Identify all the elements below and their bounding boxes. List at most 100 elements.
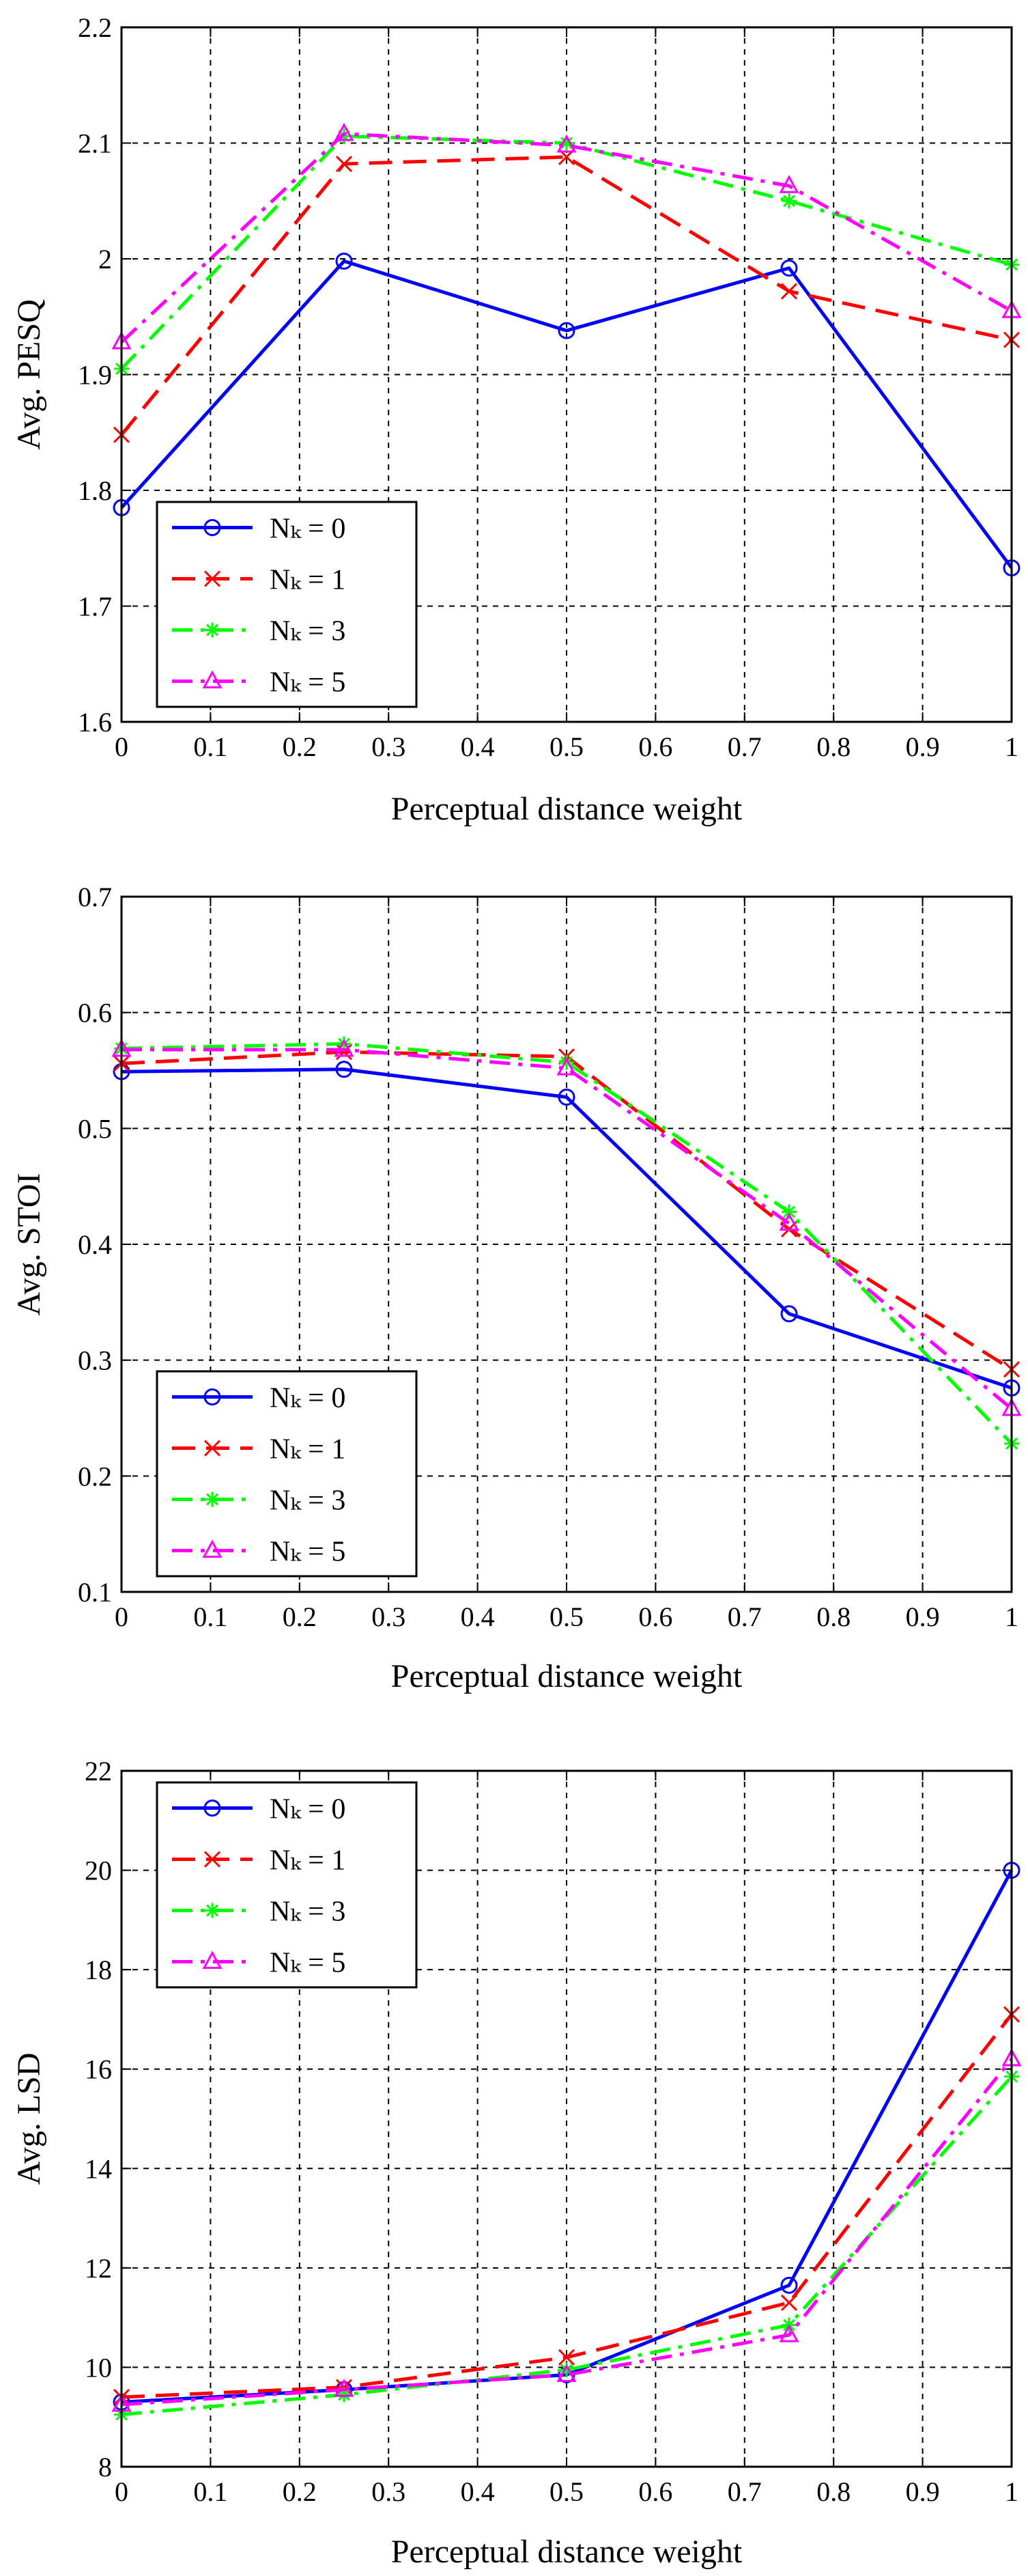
series-line <box>120 132 1013 344</box>
legend-marker <box>203 519 221 536</box>
x-tick-label: 0.6 <box>638 1601 672 1632</box>
data-point <box>334 2379 354 2397</box>
data-point <box>558 322 575 339</box>
legend-marker <box>203 1851 221 1868</box>
y-axis-label: Avg. STOI <box>11 1173 47 1316</box>
x-tick-label: 0.2 <box>283 1601 317 1632</box>
x-tick-label: 0.1 <box>193 1601 227 1632</box>
legend: Nₖ = 0 Nₖ = 1 Nₖ = 3 Nₖ = 5 <box>156 501 418 708</box>
series-line <box>121 1041 1013 1445</box>
data-point <box>779 2323 799 2342</box>
x-axis-label: Perceptual distance weight <box>391 1658 743 1694</box>
data-point <box>337 1036 352 1052</box>
y-axis-label: Avg. LSD <box>11 2053 47 2185</box>
x-tick-label: 0 <box>115 731 128 762</box>
x-tick-label: 0.5 <box>549 731 584 762</box>
data-point <box>559 135 574 151</box>
legend-marker <box>202 1539 223 1558</box>
legend: Nₖ = 0 Nₖ = 1 Nₖ = 3 Nₖ = 5 <box>156 1370 418 1578</box>
x-tick-label: 0.3 <box>371 731 405 762</box>
data-point <box>779 1212 799 1231</box>
y-tick-label: 0.4 <box>78 1229 112 1260</box>
plot-frame <box>120 26 1013 723</box>
legend-marker <box>205 1492 220 1507</box>
x-tick-label: 0.3 <box>371 1601 405 1632</box>
legend-marker <box>202 670 223 688</box>
data-point <box>559 1054 574 1070</box>
chart-3: 0 0.1 0.2 0.3 0.4 0.5 0.6 0.7 0.8 0.9 181012141618… <box>11 1756 1022 2570</box>
y-tick-label: 20 <box>85 1856 112 1886</box>
series-line <box>121 1067 1012 1390</box>
x-tick-label: 0.7 <box>728 2476 762 2507</box>
x-tick-label: 0.8 <box>816 2476 851 2507</box>
plot-frame <box>120 895 1013 1593</box>
x-tick-label: 0 <box>115 1601 128 1632</box>
y-tick-label: 18 <box>85 1955 112 1985</box>
x-tick-label: 0.8 <box>816 731 851 762</box>
series-line <box>120 259 1014 570</box>
data-point <box>337 2387 352 2403</box>
data-point <box>782 193 797 209</box>
x-tick-label: 0.2 <box>283 731 317 762</box>
chart-2: 0 0.1 0.2 0.3 0.4 0.5 0.6 0.7 0.8 0.9 10.10.20.30.… <box>11 882 1022 1694</box>
legend-label: Nₖ = 1 <box>270 1845 345 1877</box>
y-tick-label: 2 <box>98 244 112 275</box>
y-tick-label: 0.6 <box>78 998 112 1028</box>
legend-label: Nₖ = 3 <box>270 616 345 647</box>
data-point <box>780 2294 798 2311</box>
y-axis-label: Avg. PESQ <box>11 299 47 449</box>
x-tick-label: 0.7 <box>728 731 762 762</box>
legend-marker <box>202 1950 223 1969</box>
x-tick-label: 0.4 <box>461 731 495 762</box>
x-tick-label: 0.5 <box>549 1601 584 1632</box>
x-tick-label: 0.9 <box>906 2476 940 2507</box>
legend-marker <box>203 1800 221 1817</box>
data-point <box>780 1305 798 1323</box>
y-tick-label: 1.9 <box>78 360 112 391</box>
data-point <box>335 1044 353 1061</box>
legend-label: Nₖ = 3 <box>270 1485 345 1517</box>
series-1 <box>113 2006 1020 2406</box>
legend-label: Nₖ = 1 <box>270 1434 345 1466</box>
x-tick-label: 0.6 <box>638 731 672 762</box>
x-tick-label: 0.1 <box>193 2476 227 2507</box>
x-tick-label: 1 <box>1005 1601 1018 1632</box>
legend-label: Nₖ = 0 <box>270 514 345 545</box>
y-tick-label: 8 <box>98 2452 112 2482</box>
y-tick-label: 0.1 <box>78 1577 112 1608</box>
data-point <box>782 1204 797 1220</box>
y-tick-label: 22 <box>85 1756 112 1787</box>
x-tick-label: 0.8 <box>816 1601 851 1632</box>
legend-label: Nₖ = 5 <box>270 1948 345 1979</box>
x-tick-label: 0.6 <box>638 2476 672 2507</box>
legend-label: Nₖ = 3 <box>270 1896 345 1928</box>
x-tick-label: 0.5 <box>549 2476 584 2507</box>
series-line <box>121 2058 1013 2407</box>
data-point <box>334 1038 354 1057</box>
y-tick-label: 1.8 <box>78 475 112 506</box>
y-tick-label: 16 <box>85 2054 112 2085</box>
data-point <box>780 2276 798 2294</box>
data-point <box>558 2349 575 2366</box>
y-tick-label: 0.3 <box>78 1345 112 1376</box>
legend-label: Nₖ = 5 <box>270 667 345 699</box>
data-point <box>556 2364 577 2382</box>
y-tick-label: 0.7 <box>78 882 112 912</box>
data-point <box>780 260 798 277</box>
data-point <box>556 134 577 153</box>
x-tick-label: 0 <box>115 2476 128 2507</box>
legend-marker <box>205 1903 220 1918</box>
legend-marker <box>203 1440 221 1457</box>
x-tick-label: 1 <box>1005 2476 1018 2507</box>
series-1 <box>113 148 1020 443</box>
data-point <box>335 155 353 173</box>
data-point <box>335 252 353 270</box>
legend-box <box>156 501 418 708</box>
data-point <box>334 122 354 141</box>
y-tick-label: 14 <box>85 2153 112 2184</box>
data-point <box>780 283 798 300</box>
series-2 <box>114 128 1019 377</box>
legend-label: Nₖ = 0 <box>270 1383 345 1414</box>
x-tick-label: 0.2 <box>283 2476 317 2507</box>
